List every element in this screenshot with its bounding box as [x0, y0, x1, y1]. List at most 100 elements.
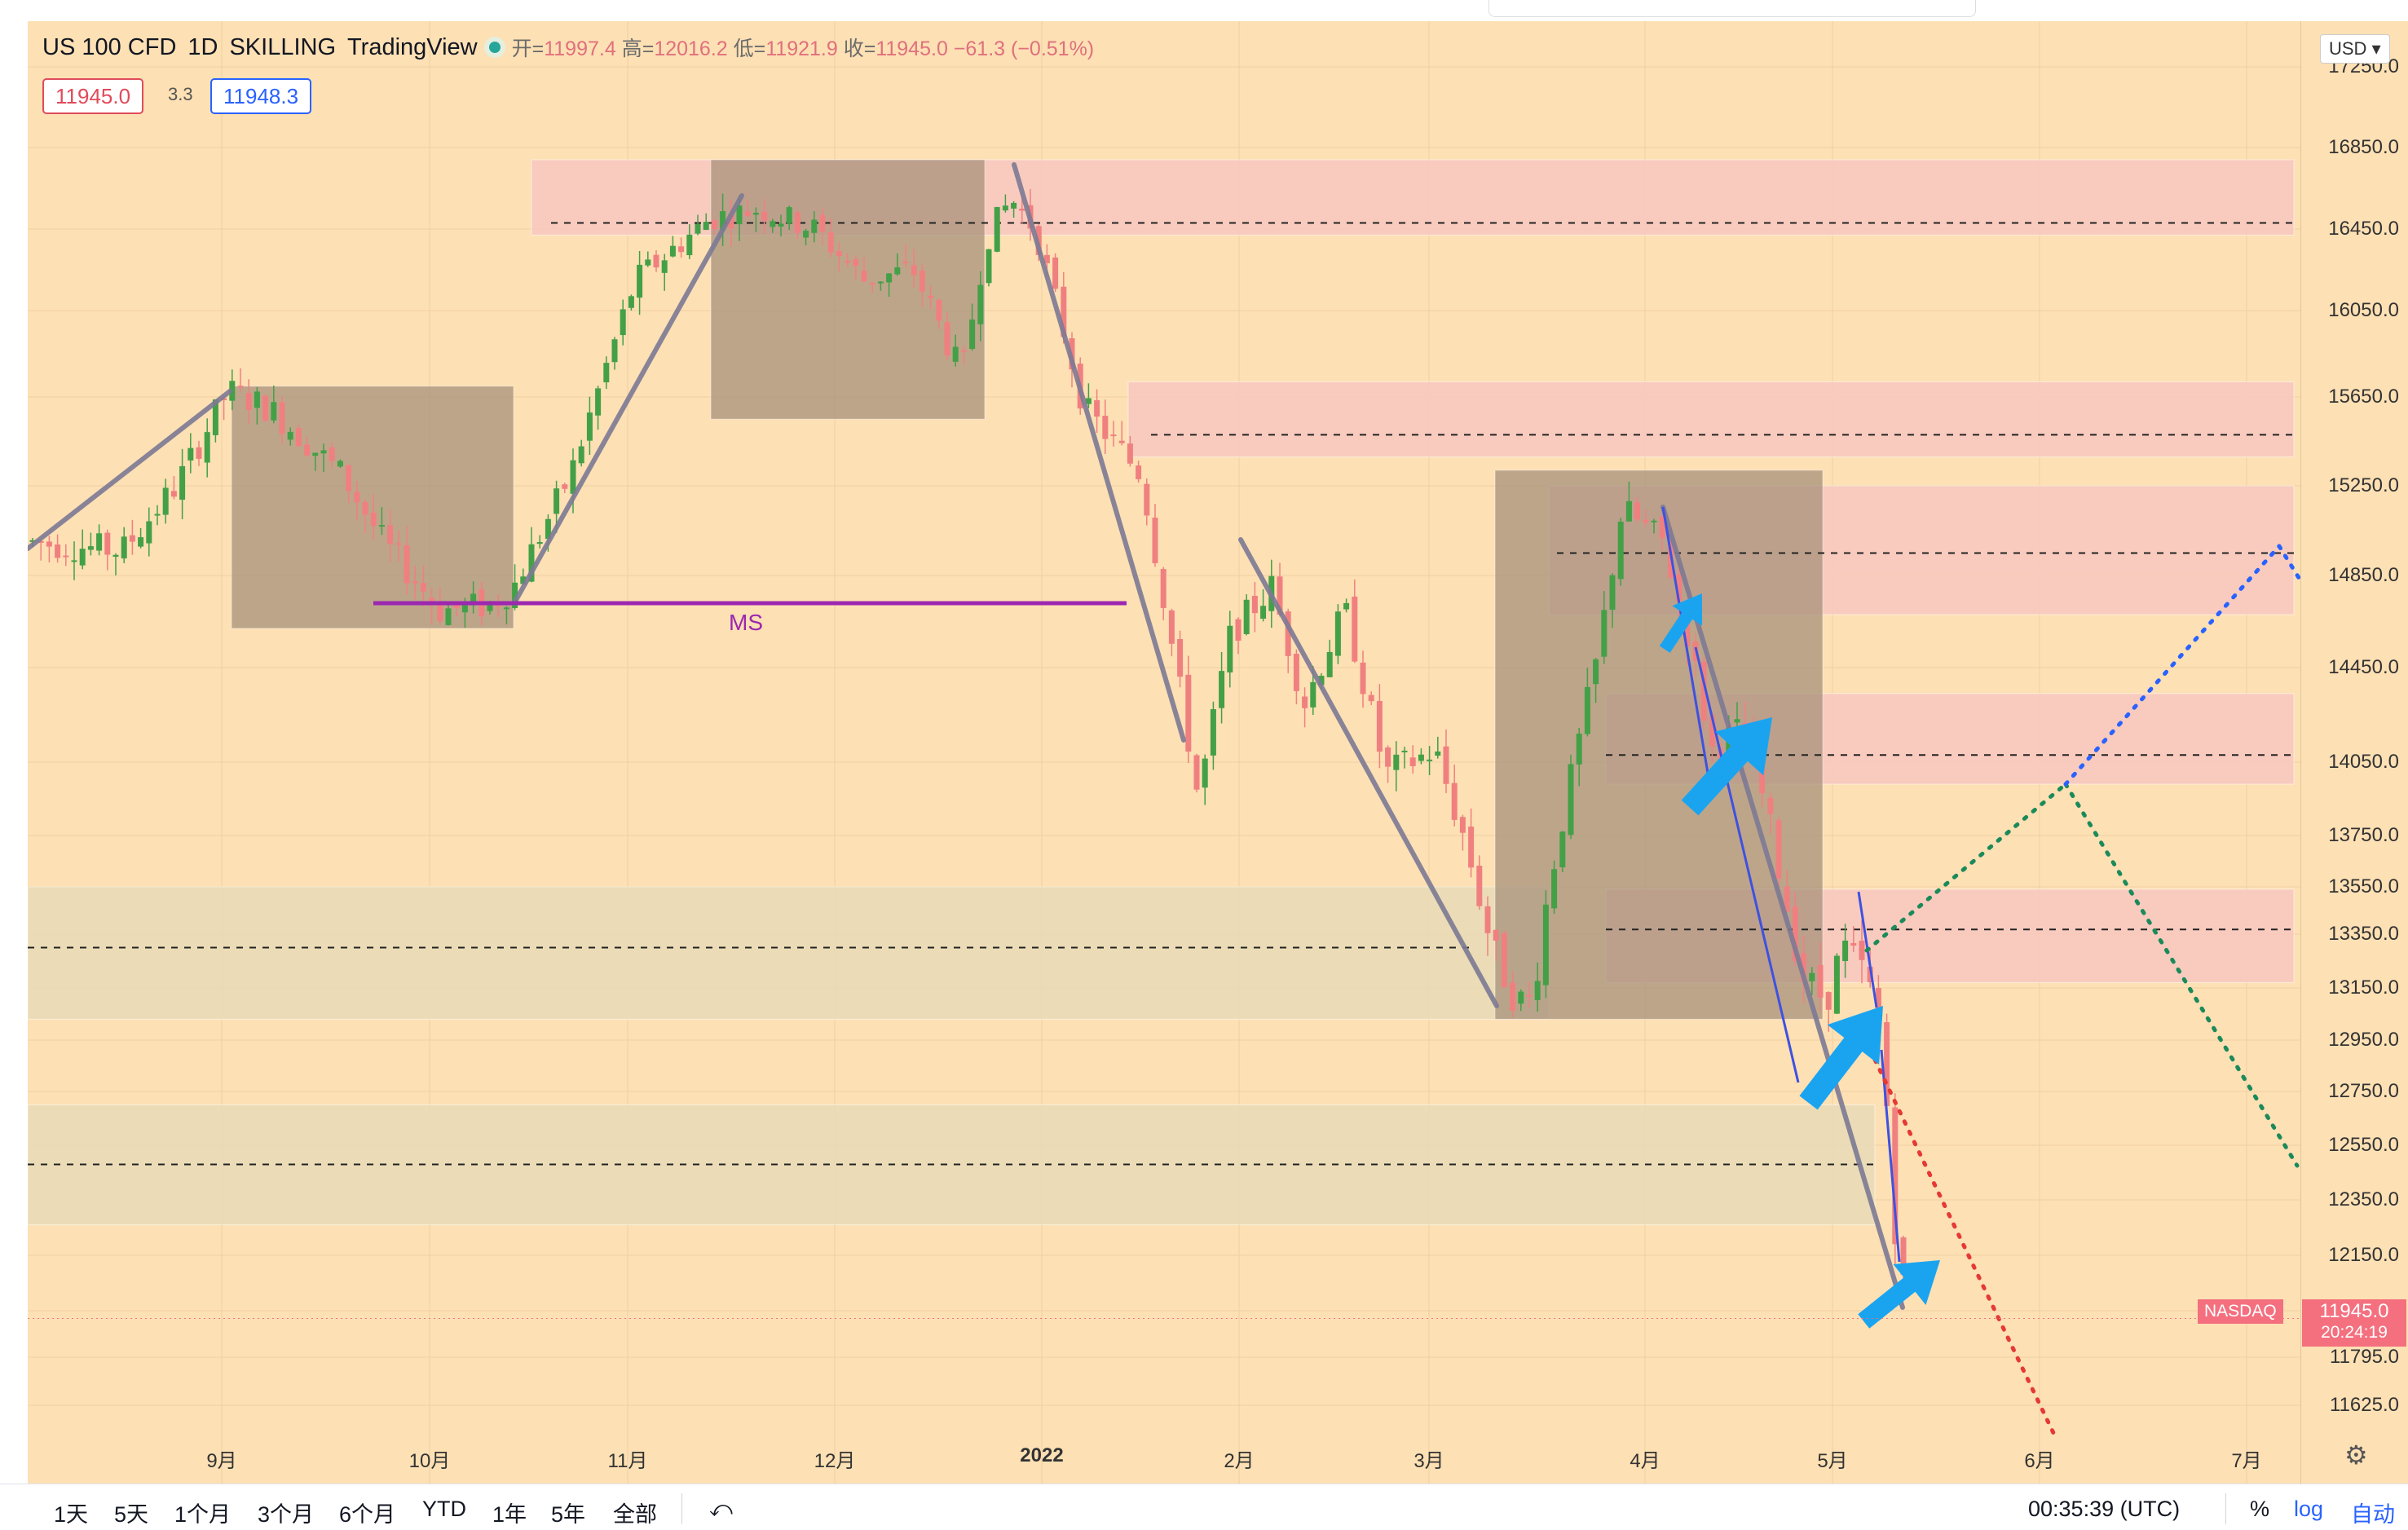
candle-body: [312, 452, 319, 456]
candle-body: [1700, 661, 1707, 721]
candle-body: [819, 214, 826, 232]
candle-body: [645, 259, 651, 266]
range-1y[interactable]: 1年: [492, 1502, 527, 1527]
candle-body: [1343, 602, 1350, 610]
price-axis[interactable]: 17250.0 16850.0 16450.0 16050.0 15650.0 15250…: [2300, 21, 2408, 1484]
price-tick-label: 13550.0: [2328, 875, 2399, 897]
utc-clock[interactable]: 00:35:39 (UTC): [2028, 1497, 2181, 1521]
candle-body: [1850, 942, 1857, 946]
candle-body: [952, 346, 959, 362]
candle-body: [603, 363, 610, 383]
candle-body: [1510, 982, 1516, 1011]
candle-body: [55, 544, 61, 558]
candle-body: [1043, 254, 1050, 263]
candle-body: [678, 246, 685, 253]
log-toggle[interactable]: log: [2294, 1497, 2324, 1521]
candle-body: [770, 221, 776, 227]
price-tick-label: 11625.0: [2330, 1394, 2399, 1416]
candle-body: [827, 231, 834, 253]
time-tick-label: 4月: [1630, 1450, 1660, 1472]
candle-body: [1867, 966, 1873, 983]
candle-body: [170, 491, 177, 497]
time-tick-label: 9月: [206, 1450, 237, 1472]
candle-body: [637, 264, 643, 298]
candle-body: [1542, 904, 1549, 985]
demand-zone: [28, 886, 1550, 1020]
candle-body: [1518, 991, 1524, 1004]
range-all[interactable]: 全部: [613, 1502, 657, 1527]
candle-body: [528, 544, 535, 582]
candle-body: [1584, 686, 1590, 734]
candle-body: [1409, 757, 1416, 766]
candle-body: [1285, 611, 1291, 656]
range-ytd[interactable]: YTD: [422, 1497, 466, 1521]
candle-body: [545, 518, 551, 540]
candle-body: [1019, 208, 1025, 211]
candle-body: [404, 545, 410, 584]
candle-body: [1334, 611, 1341, 656]
trend-line: [1238, 537, 1499, 1008]
symbol-name[interactable]: US 100 CFD: [42, 33, 177, 60]
candle-body: [87, 546, 94, 550]
annotation-arrow: [1799, 1006, 1883, 1110]
candle-body: [1326, 651, 1333, 677]
candle-body: [196, 447, 202, 459]
candle-body: [1110, 434, 1117, 437]
annotation-arrow: [1681, 717, 1772, 816]
candle-body: [1892, 1107, 1899, 1245]
range-1m[interactable]: 1个月: [174, 1502, 232, 1527]
goto-date-icon[interactable]: ⤺: [709, 1497, 733, 1521]
candle-body: [29, 540, 36, 542]
buy-price-button[interactable]: 11948.3: [210, 78, 312, 114]
candle-body: [1152, 518, 1158, 563]
range-5d[interactable]: 5天: [114, 1502, 149, 1527]
candle-body: [1052, 257, 1059, 289]
range-3m[interactable]: 3个月: [258, 1502, 315, 1527]
ohlc-values: 开=11997.4 高=12016.2 低=11921.9 收=11945.0 …: [511, 37, 1095, 60]
ms-annotation: MS: [729, 610, 763, 635]
candle-body: [304, 444, 311, 456]
candle-body: [1202, 758, 1208, 788]
candle-body: [437, 602, 443, 621]
candle-body: [1593, 659, 1599, 685]
candle-body: [853, 259, 859, 267]
percent-toggle[interactable]: %: [2250, 1497, 2270, 1521]
price-tick-label: 13350.0: [2328, 923, 2399, 945]
drawing-toolbar[interactable]: [1488, 0, 1976, 17]
range-5y[interactable]: 5年: [551, 1502, 586, 1527]
candle-body: [1260, 606, 1267, 619]
candle-body: [653, 254, 659, 268]
candle-body: [761, 211, 768, 222]
candle-body: [254, 391, 260, 408]
candle-body: [212, 399, 218, 435]
price-tick-label: 12950.0: [2328, 1029, 2399, 1051]
source-label: TradingView: [347, 33, 478, 60]
candle-body: [695, 223, 701, 234]
range-6m[interactable]: 6个月: [339, 1502, 396, 1527]
auto-scale-toggle[interactable]: 自动: [2351, 1502, 2395, 1527]
settings-gear-icon[interactable]: ⚙: [2344, 1440, 2368, 1470]
candle-body: [1435, 751, 1441, 756]
candle-body: [121, 536, 127, 559]
candle-body: [686, 234, 693, 256]
chart-pane[interactable]: [28, 21, 2300, 1484]
candle-body: [703, 222, 709, 231]
candle-body: [138, 537, 144, 547]
candle-body: [1251, 595, 1258, 614]
price-tick-label: 14050.0: [2328, 751, 2399, 773]
chart-canvas[interactable]: [28, 21, 2300, 1484]
price-tick-label: 13750.0: [2328, 824, 2399, 846]
candle-body: [1651, 520, 1657, 522]
chart-legend: US 100 CFD 1D SKILLING TradingView 开=119…: [42, 33, 1094, 62]
candle-body: [187, 448, 194, 461]
candle-body: [395, 543, 402, 545]
range-1d[interactable]: 1天: [54, 1502, 89, 1527]
candle-body: [861, 271, 867, 282]
candle-body: [919, 270, 925, 292]
price-tick-label: 14850.0: [2328, 564, 2399, 586]
currency-selector[interactable]: USD ▾: [2320, 34, 2390, 64]
candle-body: [728, 215, 734, 229]
sell-price-button[interactable]: 11945.0: [42, 78, 144, 114]
candle-body: [104, 532, 111, 555]
interval-label[interactable]: 1D: [187, 33, 218, 60]
